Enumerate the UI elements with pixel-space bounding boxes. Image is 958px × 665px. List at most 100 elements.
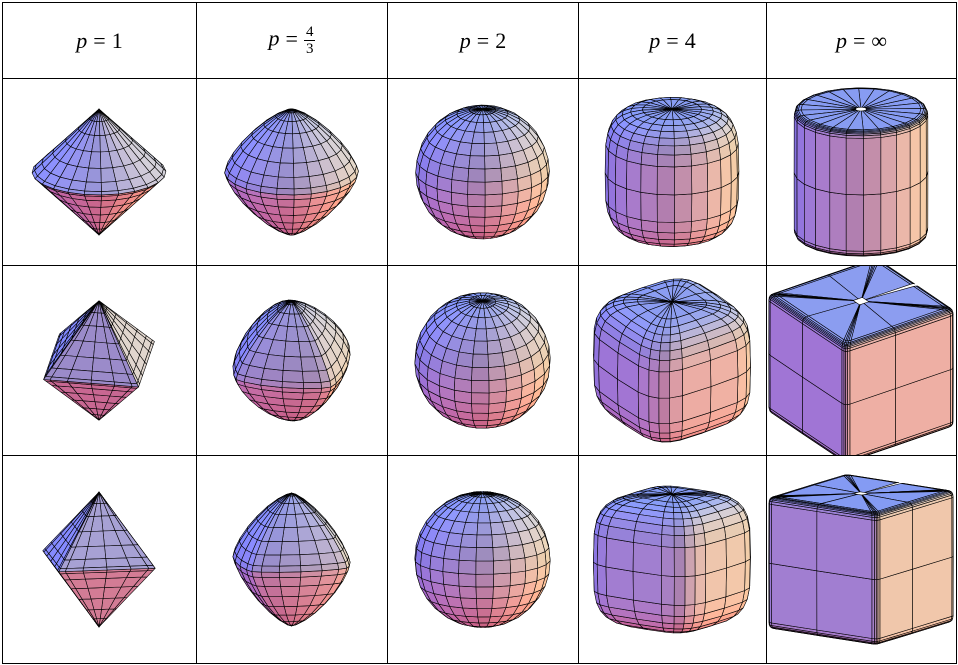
surface-facet (641, 153, 658, 167)
surface-facet (657, 194, 674, 222)
surface-facet (282, 392, 303, 400)
surface-facet (638, 366, 649, 396)
surface-facet (277, 194, 294, 199)
value: 1 (112, 28, 123, 53)
surface-facet (797, 179, 804, 241)
surface-facet (675, 194, 692, 223)
surface-facet (106, 558, 130, 567)
surface-facet (804, 128, 815, 189)
surface-facet (695, 545, 706, 576)
surface-facet (597, 536, 606, 567)
surface-facet (293, 163, 309, 178)
value: 4 (685, 28, 696, 53)
surface-facet (477, 609, 492, 617)
var: p (649, 28, 660, 53)
surface-facet (488, 353, 505, 368)
surface-facet (675, 222, 692, 234)
surface-facet (476, 318, 486, 329)
surface-facet (282, 596, 298, 606)
shape-cell (767, 79, 957, 266)
surface-facet (674, 138, 690, 146)
surface-facet (920, 177, 926, 239)
surface-facet (485, 168, 502, 182)
surface-facet (301, 565, 323, 572)
surface-facet (662, 615, 674, 624)
surface-facet (302, 393, 321, 400)
shape-cell (388, 456, 579, 664)
surface-facet (659, 398, 670, 424)
surface-facet (659, 433, 670, 439)
surface-facet (279, 566, 301, 573)
surface-facet (130, 566, 149, 570)
surface-facet (262, 555, 281, 566)
shape-figure (388, 456, 577, 663)
var: p (460, 28, 471, 53)
surface-facet (469, 156, 485, 169)
surface-facet (846, 405, 848, 455)
surface-facet (674, 131, 689, 138)
surface-facet (280, 577, 301, 586)
surface-facet (476, 574, 494, 587)
surface-facet (880, 510, 913, 579)
surface-facet (459, 586, 476, 599)
surface-facet (277, 199, 294, 207)
surface-facet (674, 145, 691, 155)
shape-row (3, 456, 957, 664)
surface-facet (662, 525, 674, 535)
surface-facet (261, 175, 278, 188)
surface-facet (479, 623, 489, 627)
surface-facet (878, 579, 880, 639)
surface-facet (321, 563, 339, 570)
shape-table: p=1 p=43 p=2 p=4 p=∞ (2, 2, 957, 664)
surface-facet (659, 360, 670, 372)
surface-facet (86, 200, 101, 207)
shape-cell (388, 266, 579, 456)
surface-facet (674, 616, 684, 624)
surface-facet (278, 207, 294, 216)
shape-cell (579, 79, 767, 266)
surface-facet (705, 539, 726, 574)
surface-facet (294, 177, 311, 189)
header-cell: p=∞ (767, 3, 957, 79)
surface-facet (674, 526, 684, 535)
surface-facet (92, 358, 112, 373)
surface-facet (649, 370, 659, 398)
surface-facet (472, 413, 488, 421)
surface-facet (920, 121, 926, 183)
surface-facet (674, 624, 684, 629)
surface-facet (817, 571, 872, 639)
surface-facet (85, 546, 106, 559)
surface-facet (484, 143, 499, 156)
surface-facet (443, 572, 459, 587)
surface-facet (509, 545, 525, 560)
surface-facet (695, 574, 706, 605)
op: = (853, 28, 865, 53)
surface-facet (468, 206, 485, 217)
surface-facet (261, 566, 279, 572)
surface-facet (460, 534, 477, 548)
surface-facet (473, 341, 488, 354)
header-cell: p=4 (579, 3, 767, 79)
surface-facet (477, 523, 492, 535)
surface-facet (479, 504, 489, 513)
shape-cell (3, 456, 197, 664)
surface-facet (264, 355, 284, 371)
surface-facet (910, 126, 920, 187)
surface-facet (59, 569, 67, 572)
surface-facet (615, 184, 627, 216)
surface-facet (338, 562, 347, 569)
surface-facet (661, 576, 674, 606)
surface-facet (662, 535, 675, 548)
surface-facet (794, 117, 797, 179)
surface-facet (846, 194, 863, 251)
shape-row (3, 266, 957, 456)
surface-facet (659, 424, 670, 433)
surface-facet (816, 189, 830, 249)
surface-facet (485, 216, 501, 226)
surface-facet (492, 534, 509, 548)
surface-facet (478, 617, 491, 623)
shape-cell (767, 266, 957, 456)
surface-facet (493, 547, 510, 561)
shape-figure (3, 79, 195, 265)
surface-facet (303, 388, 321, 393)
